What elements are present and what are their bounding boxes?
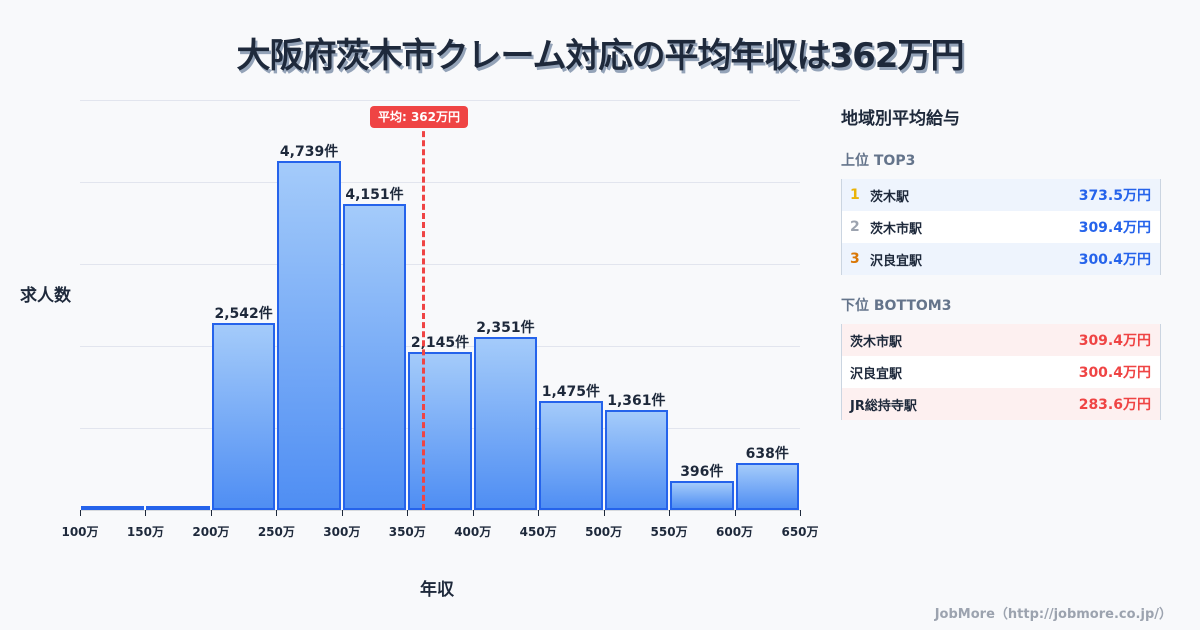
x-tick	[472, 510, 474, 516]
bar-value-label: 4,151件	[345, 187, 404, 204]
bottom3-row: 沢良宜駅 300.4万円	[842, 356, 1160, 388]
histogram-bar	[81, 506, 145, 510]
average-badge: 平均: 362万円	[369, 106, 468, 128]
x-tick	[603, 510, 605, 516]
x-tick-label: 500万	[585, 525, 623, 539]
station-name: 茨木駅	[870, 189, 910, 205]
x-tick-label: 400万	[454, 525, 492, 539]
histogram-bar	[670, 480, 734, 510]
bar-value-label: 4,739件	[279, 144, 339, 161]
salary-value: 300.4万円	[1078, 365, 1151, 381]
regional-salary-panel: 地域別平均給与 上位 TOP3 1 茨木駅 373.5万円 2 茨木市駅 309…	[841, 104, 1161, 420]
salary-value: 309.4万円	[1078, 333, 1151, 349]
x-tick	[407, 510, 409, 516]
gridline	[80, 346, 800, 347]
bottom3-row: JR総持寺駅 283.6万円	[842, 388, 1160, 420]
salary-value: 309.4万円	[1078, 220, 1151, 236]
bar-value-label: 2,145件	[410, 335, 470, 352]
histogram-bar	[604, 409, 669, 510]
station-name: 沢良宜駅	[850, 366, 903, 382]
histogram-bar	[146, 505, 210, 510]
histogram-bar	[342, 204, 407, 510]
x-tick-label: 100万	[61, 525, 99, 539]
bar-value-label: 638件	[745, 446, 789, 463]
top3-heading: 上位 TOP3	[841, 153, 916, 169]
x-tick	[669, 510, 671, 516]
bar-value-label: 1,475件	[541, 384, 601, 401]
salary-value: 373.5万円	[1078, 188, 1151, 204]
x-tick	[80, 510, 81, 516]
x-tick-label: 250万	[257, 525, 295, 539]
top3-list: 1 茨木駅 373.5万円 2 茨木市駅 309.4万円 3 沢良宜駅 300.…	[841, 179, 1161, 275]
x-tick-label: 600万	[716, 525, 754, 539]
page-title: 大阪府茨木市クレーム対応の平均年収は362万円	[236, 36, 965, 76]
salary-value: 300.4万円	[1078, 252, 1151, 268]
x-axis-baseline	[80, 510, 800, 511]
gridline	[80, 264, 800, 265]
x-tick-label: 550万	[650, 525, 688, 539]
station-name: JR総持寺駅	[850, 398, 917, 414]
x-tick	[276, 510, 278, 516]
histogram-bar	[539, 401, 603, 510]
x-tick-label: 300万	[323, 525, 361, 539]
histogram-bar	[735, 463, 799, 510]
histogram-bar	[277, 161, 341, 510]
gridline	[80, 100, 800, 101]
bottom3-list: 茨木市駅 309.4万円 沢良宜駅 300.4万円 JR総持寺駅 283.6万円	[841, 324, 1161, 420]
x-tick-label: 450万	[519, 525, 557, 539]
x-tick-label: 350万	[388, 525, 426, 539]
x-tick	[341, 510, 343, 516]
x-tick	[800, 510, 801, 516]
bar-value-label: 2,542件	[214, 305, 273, 322]
top3-row: 2 茨木市駅 309.4万円	[842, 211, 1160, 243]
histogram-bar	[473, 336, 538, 510]
average-line	[421, 122, 425, 510]
top3-row: 1 茨木駅 373.5万円	[842, 179, 1160, 211]
x-axis-label: 年収	[420, 580, 454, 600]
rank-number: 1	[850, 187, 860, 203]
x-tick	[210, 510, 212, 516]
x-tick-label: 200万	[192, 525, 230, 539]
bar-value-label: 1,361件	[607, 392, 666, 409]
x-tick-label: 150万	[126, 525, 164, 539]
station-name: 茨木市駅	[870, 221, 923, 237]
x-tick	[145, 510, 147, 516]
gridline	[80, 182, 800, 183]
rank-number: 2	[850, 219, 860, 235]
x-tick-label: 650万	[781, 525, 819, 539]
rank-number: 3	[850, 251, 860, 267]
panel-title: 地域別平均給与	[841, 109, 960, 129]
y-axis-label: 求人数	[20, 286, 71, 306]
salary-value: 283.6万円	[1078, 397, 1151, 413]
histogram-plot-area: 2,542件 4,739件 4,151件 2,145件 2,351件 1,475件 1,36…	[80, 100, 800, 510]
histogram-bar	[211, 322, 276, 510]
bottom3-row: 茨木市駅 309.4万円	[842, 324, 1160, 356]
histogram-bar	[408, 352, 472, 510]
footer-credit: JobMore（http://jobmore.co.jp/）	[934, 607, 1172, 622]
bottom3-heading: 下位 BOTTOM3	[841, 298, 952, 314]
bar-value-label: 396件	[680, 463, 724, 480]
x-tick	[538, 510, 540, 516]
station-name: 茨木市駅	[850, 334, 903, 350]
top3-row: 3 沢良宜駅 300.4万円	[842, 243, 1160, 275]
bar-value-label: 2,351件	[476, 319, 535, 336]
station-name: 沢良宜駅	[870, 253, 923, 269]
x-tick	[734, 510, 736, 516]
